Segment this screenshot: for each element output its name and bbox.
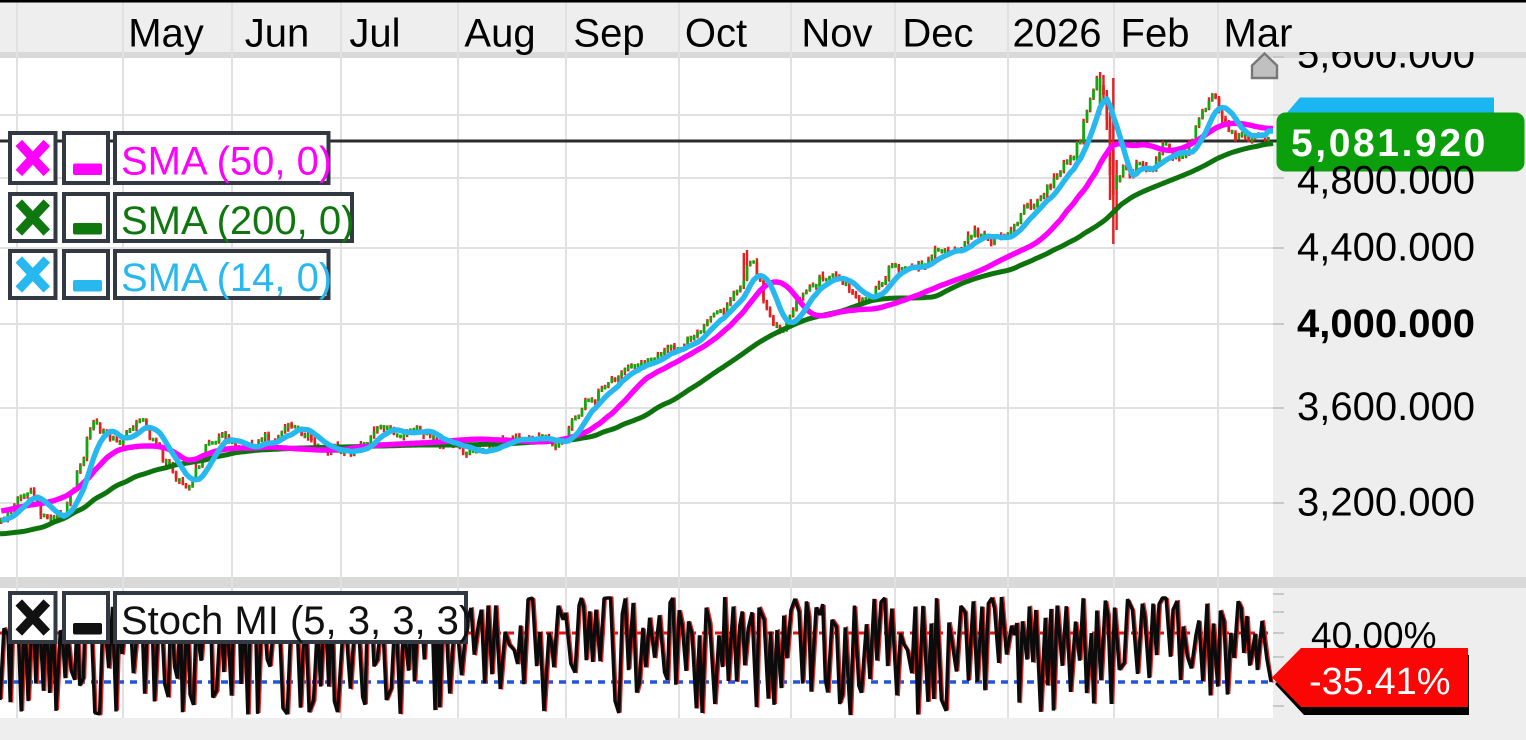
svg-text:3,200.000: 3,200.000 (1297, 481, 1475, 525)
svg-text:SMA (14, 0): SMA (14, 0) (121, 256, 332, 300)
svg-text:2026: 2026 (1013, 12, 1102, 56)
svg-text:May: May (128, 12, 204, 56)
svg-text:Stoch MI (5, 3, 3, 3): Stoch MI (5, 3, 3, 3) (121, 599, 472, 643)
svg-text:4,400.000: 4,400.000 (1297, 226, 1475, 270)
svg-text:SMA (200, 0): SMA (200, 0) (121, 199, 354, 243)
svg-text:-35.41%: -35.41% (1309, 661, 1451, 703)
svg-text:3,600.000: 3,600.000 (1297, 385, 1475, 429)
svg-text:Mar: Mar (1224, 12, 1293, 56)
svg-text:SMA (50, 0): SMA (50, 0) (121, 140, 332, 184)
svg-text:Jul: Jul (349, 12, 400, 56)
svg-text:4,000.000: 4,000.000 (1297, 302, 1475, 346)
svg-text:5,081.920: 5,081.920 (1291, 122, 1488, 165)
svg-text:Aug: Aug (464, 12, 535, 56)
svg-text:Oct: Oct (685, 12, 747, 56)
svg-text:Jun: Jun (245, 12, 310, 56)
svg-text:Feb: Feb (1121, 12, 1190, 56)
svg-text:Dec: Dec (902, 12, 973, 56)
svg-text:Nov: Nov (801, 12, 872, 56)
svg-text:4,800.000: 4,800.000 (1297, 159, 1475, 203)
svg-text:Sep: Sep (573, 12, 644, 56)
